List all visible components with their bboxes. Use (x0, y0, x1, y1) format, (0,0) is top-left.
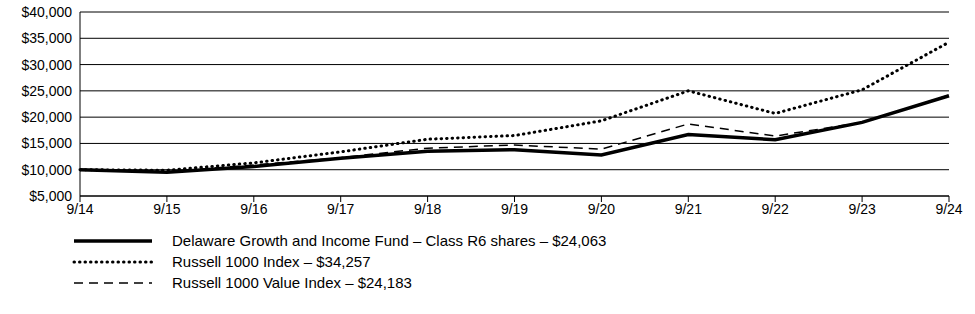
svg-text:9/14: 9/14 (66, 200, 94, 217)
svg-text:9/20: 9/20 (588, 201, 615, 217)
svg-text:$25,000: $25,000 (21, 83, 72, 99)
svg-text:9/22: 9/22 (762, 201, 789, 217)
svg-text:$5,000: $5,000 (29, 188, 72, 204)
svg-text:$10,000: $10,000 (21, 162, 72, 178)
svg-text:$20,000: $20,000 (21, 109, 72, 125)
html-text:Russell 1000 Index – $34,257: Russell 1000 Index – $34,257 (172, 253, 371, 270)
svg-text:9/21: 9/21 (675, 201, 702, 217)
svg-text:$15,000: $15,000 (21, 135, 72, 151)
svg-text:9/16: 9/16 (240, 201, 267, 217)
svg-text:$35,000: $35,000 (21, 30, 72, 46)
svg-text:9/19: 9/19 (501, 201, 528, 217)
svg-text:9/17: 9/17 (327, 201, 354, 217)
html-text:Delaware Growth and Income Fun: Delaware Growth and Income Fund – Class … (172, 232, 607, 249)
svg-text:9/23: 9/23 (848, 201, 875, 217)
html-text:Russell 1000 Value Index – $24: Russell 1000 Value Index – $24,183 (172, 274, 412, 291)
svg-text:9/15: 9/15 (153, 201, 180, 217)
svg-text:9/18: 9/18 (414, 201, 441, 217)
svg-text:$30,000: $30,000 (21, 57, 72, 73)
svg-text:$40,000: $40,000 (21, 4, 72, 20)
svg-text:9/24: 9/24 (935, 201, 962, 217)
